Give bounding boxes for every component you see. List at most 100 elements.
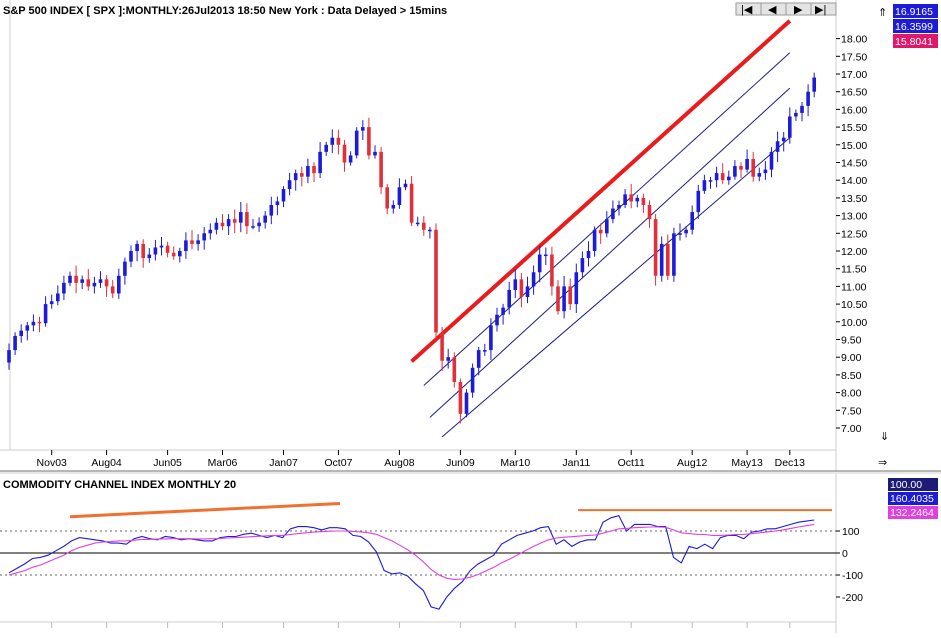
x-tick-label: Jan07 [269, 457, 298, 469]
y-tick-label: 17.00 [841, 69, 867, 81]
candle-body [330, 137, 335, 145]
candle-body [373, 151, 377, 156]
candle-body [361, 127, 365, 131]
candle-body [525, 286, 530, 298]
y-tick-label: 13.50 [841, 193, 867, 205]
candle-body [409, 183, 414, 223]
candle-body [489, 325, 493, 351]
candle-body [690, 212, 694, 230]
nav-last-button[interactable] [810, 2, 837, 16]
candle-body [239, 212, 243, 223]
candle-body [202, 233, 206, 241]
x-tick-label: Jan11 [562, 457, 590, 469]
candle-body [470, 367, 475, 393]
cci-tick-label: 100 [842, 526, 860, 538]
indicator-badge-value: 132.2464 [890, 507, 934, 519]
candle-body [483, 350, 487, 352]
resistance-line [410, 19, 792, 363]
candle-body [43, 304, 48, 324]
candle-body [397, 187, 402, 205]
candle-body [25, 325, 30, 331]
price-badge [893, 34, 938, 48]
candle-body [745, 158, 749, 170]
candle-body [190, 240, 194, 244]
candle-body [7, 350, 11, 363]
channel-line [429, 87, 791, 418]
candle-body [324, 144, 328, 152]
candle-body [727, 176, 731, 181]
candle-body [293, 173, 298, 181]
candle-body [580, 258, 585, 273]
candle-body [226, 219, 231, 227]
candle-body [348, 155, 353, 163]
candle-body [135, 243, 139, 251]
indicator-y-axis: 100 0 -100 -200 [836, 526, 863, 604]
candle-body [476, 350, 481, 368]
cci-average-line [8, 523, 815, 580]
candle-body [306, 166, 310, 177]
price-badge-value: 16.3599 [895, 21, 933, 33]
main-panel [0, 0, 941, 472]
candle-body [37, 321, 42, 324]
candle-body [147, 254, 152, 259]
scroll-down-icon[interactable]: ⇓ [880, 431, 889, 443]
candle-body [281, 189, 286, 202]
candle-body [458, 381, 463, 414]
candle-body [68, 275, 72, 283]
cci-line [8, 514, 815, 610]
candle-body [605, 219, 609, 234]
candle-body [141, 243, 145, 259]
candle-body [123, 261, 127, 276]
candle-body [56, 293, 60, 302]
candle-body [403, 183, 408, 188]
candle-body [562, 286, 566, 312]
candle-body [763, 169, 768, 174]
y-tick-label: 10.00 [841, 317, 867, 329]
scroll-up-icon[interactable]: ⇑ [878, 7, 887, 19]
candle-body [171, 252, 176, 257]
candle-body [428, 229, 432, 232]
price-badge-value: 15.8041 [895, 36, 933, 48]
y-tick-label: 15.00 [841, 140, 867, 152]
y-tick-label: 12.00 [841, 246, 867, 258]
y-tick-label: 8.00 [841, 388, 862, 400]
y-tick-label: 9.50 [841, 335, 862, 347]
nav-first-icon: |◀ [741, 4, 753, 16]
scroll-right-icon[interactable]: ⇒ [878, 457, 887, 469]
price-badge [893, 4, 938, 18]
y-tick-label: 16.00 [841, 104, 867, 116]
candle-body [812, 77, 816, 92]
candle-body [647, 204, 652, 220]
indicator-title: COMMODITY CHANNEL INDEX MONTHLY 20 [3, 479, 236, 491]
y-tick-label: 17.50 [841, 51, 867, 63]
y-tick-label: 12.50 [841, 228, 867, 240]
candle-body [531, 272, 536, 287]
candle-body [769, 151, 774, 170]
nav-prev-icon: ◀ [768, 4, 777, 16]
price-y-axis: 7.00 7.50 8.00 8.50 9.00 9.50 10.00 10.50 11.00 1… [836, 34, 867, 435]
main-chart-title: S&P 500 INDEX [ SPX ]:MONTHLY:26Jul2013 … [3, 5, 447, 17]
candle-body [684, 229, 688, 234]
candle-body [165, 245, 170, 253]
y-tick-label: 16.50 [841, 87, 867, 99]
x-tick-label: Nov03 [37, 457, 68, 469]
nav-last-icon: ▶| [815, 4, 826, 16]
indicator-badge-value: 160.4035 [890, 493, 934, 505]
candle-body [574, 272, 579, 305]
candle-body [104, 279, 109, 287]
candle-body [312, 166, 316, 174]
candle-body [245, 212, 249, 227]
candle-body [629, 194, 633, 202]
x-tick-label: Oct11 [618, 457, 645, 469]
indicator-annotations [69, 502, 832, 519]
candle-body [269, 204, 274, 216]
y-tick-label: 14.50 [841, 158, 867, 170]
y-tick-label: 11.50 [841, 264, 867, 276]
candle-body [452, 357, 457, 382]
candle-body [611, 208, 615, 220]
candle-body [62, 282, 66, 294]
candle-body [257, 222, 261, 227]
candle-body [501, 307, 505, 315]
